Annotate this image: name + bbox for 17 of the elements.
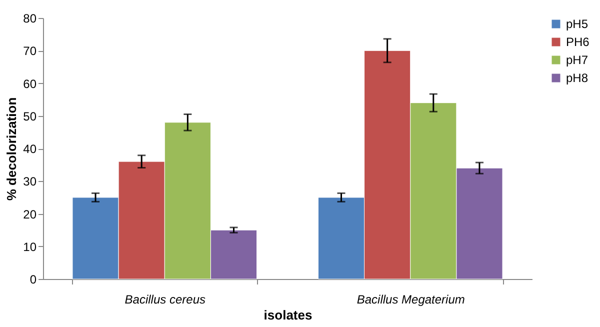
y-axis-title: % decolorization bbox=[4, 97, 20, 201]
y-tick-label: 70 bbox=[23, 44, 37, 58]
x-tick-label: Bacillus cereus bbox=[124, 292, 206, 306]
y-tick-label: 80 bbox=[23, 12, 37, 26]
y-tick-label: 50 bbox=[23, 109, 37, 124]
y-tick-label: 40 bbox=[23, 142, 37, 156]
y-tick-label: 10 bbox=[23, 240, 37, 254]
legend-label: pH5 bbox=[566, 17, 588, 31]
y-tick-label: 30 bbox=[23, 174, 37, 189]
y-tick-label: 20 bbox=[23, 207, 37, 222]
x-tick-label: Bacillus Megaterium bbox=[356, 292, 465, 306]
legend-label: pH8 bbox=[566, 71, 588, 85]
y-tick-label: 0 bbox=[30, 272, 37, 286]
y-tick-label: 60 bbox=[23, 76, 37, 91]
legend-label: pH7 bbox=[566, 53, 588, 67]
x-axis-title: isolates bbox=[264, 308, 312, 322]
legend-label: PH6 bbox=[566, 35, 590, 49]
